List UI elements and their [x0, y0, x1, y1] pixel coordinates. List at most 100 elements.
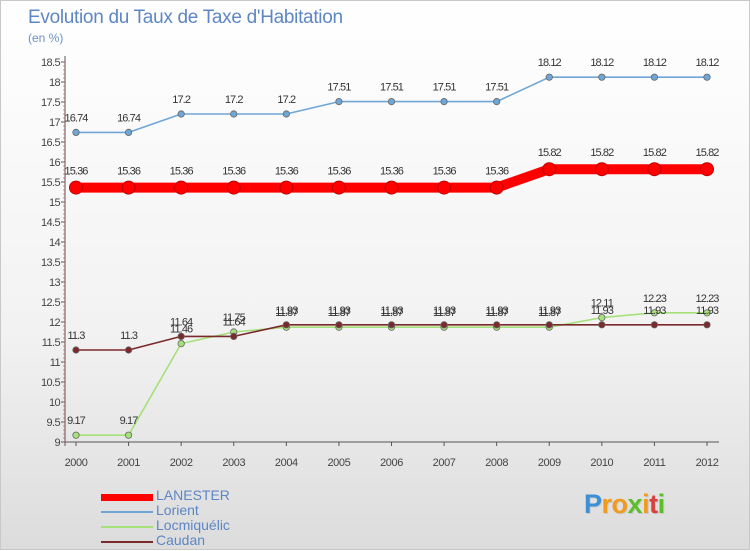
data-point: [279, 180, 294, 195]
data-point: [387, 98, 396, 106]
y-tick-label: 11: [50, 357, 61, 369]
logo-letter: r: [601, 489, 613, 519]
data-point: [124, 128, 133, 136]
data-label: 16.74: [117, 112, 141, 124]
logo-letter: x: [627, 489, 643, 519]
x-tick-label: 2004: [275, 457, 298, 469]
y-tick-label: 16: [49, 157, 61, 169]
data-label: 18.12: [695, 57, 719, 69]
x-tick-label: 2008: [485, 457, 508, 469]
data-label: 17.2: [225, 94, 244, 106]
data-label: 11.93: [696, 305, 719, 317]
x-tick-label: 2007: [433, 457, 456, 469]
data-label: 15.36: [222, 166, 246, 178]
data-label: 11.87: [275, 307, 298, 319]
data-point: [598, 321, 606, 329]
data-label: 18.12: [538, 57, 562, 69]
logo-letter: i: [642, 489, 650, 519]
data-point: [545, 321, 553, 329]
data-point: [647, 162, 662, 177]
data-label: 11.87: [538, 307, 561, 319]
legend-label-locmiquelic: Locmiquélic: [156, 517, 230, 533]
data-label: 17.51: [485, 82, 509, 94]
y-tick-label: 11.5: [42, 337, 61, 349]
data-point: [230, 332, 238, 340]
data-point: [177, 110, 185, 118]
y-tick-label: 13.5: [41, 257, 60, 269]
x-tick-label: 2001: [117, 457, 140, 469]
x-tick-label: 2006: [380, 457, 403, 469]
data-label: 17.51: [433, 82, 457, 94]
logo-letter: i: [657, 489, 666, 519]
data-point: [598, 313, 606, 322]
data-point: [72, 128, 80, 136]
data-point: [598, 73, 606, 81]
data-label: 11.3: [120, 330, 138, 342]
y-tick-label: 13: [49, 277, 61, 289]
data-label: 15.82: [643, 147, 667, 159]
logo-letter: t: [649, 489, 658, 519]
data-label: 9.17: [120, 415, 139, 427]
y-tick-label: 10: [49, 397, 61, 409]
data-label: 17.2: [172, 94, 191, 106]
x-tick-label: 2000: [65, 457, 88, 469]
data-label: 18.12: [643, 57, 667, 69]
data-label: 11.93: [275, 305, 298, 317]
y-tick-label: 12.5: [41, 297, 60, 309]
x-tick-label: 2010: [590, 457, 613, 469]
data-label: 17.51: [380, 82, 404, 94]
data-point: [545, 73, 553, 81]
data-point: [387, 321, 396, 329]
data-point: [703, 321, 711, 329]
legend-label-caudan: Caudan: [156, 532, 206, 548]
data-point: [650, 321, 659, 329]
y-tick-label: 9: [54, 437, 60, 449]
legend-label-lorient: Lorient: [156, 502, 199, 518]
data-label: 12.23: [695, 293, 719, 305]
y-tick-label: 17.5: [41, 97, 60, 109]
y-tick-label: 16.5: [41, 137, 60, 149]
data-label: 11.64: [223, 316, 246, 328]
data-point: [230, 110, 238, 118]
data-point: [650, 309, 659, 317]
data-point: [440, 98, 448, 106]
y-tick-label: 15: [49, 197, 61, 209]
y-tick-label: 17: [49, 117, 61, 129]
data-point: [69, 180, 83, 195]
data-point: [594, 162, 609, 177]
data-label: 11.93: [328, 305, 351, 317]
data-label: 9.17: [67, 415, 86, 427]
data-label: 11.75: [223, 312, 246, 324]
data-label: 11.46: [170, 324, 193, 336]
data-label: 11.93: [380, 305, 403, 317]
data-point: [174, 180, 189, 195]
data-label: 18.12: [590, 57, 614, 69]
data-point: [72, 431, 80, 439]
data-point: [124, 346, 133, 354]
data-label: 15.82: [695, 147, 719, 159]
data-point: [177, 332, 185, 340]
proxiti-logo: Proxiti: [584, 489, 665, 520]
x-tick-label: 2003: [222, 457, 245, 469]
data-label: 11.93: [486, 305, 509, 317]
legend-swatch-lorient: [101, 511, 153, 513]
y-tick-label: 9.5: [47, 417, 61, 429]
data-point: [703, 309, 711, 317]
data-point: [72, 346, 80, 354]
legend-label-lanester: LANESTER: [156, 487, 230, 503]
data-point: [703, 73, 711, 81]
data-point: [493, 98, 501, 106]
data-label: 15.82: [538, 147, 562, 159]
data-label: 15.36: [327, 166, 351, 178]
legend-swatch-locmiquelic: [101, 526, 153, 528]
data-point: [700, 162, 714, 177]
data-label: 11.87: [380, 307, 403, 319]
data-label: 15.36: [433, 166, 457, 178]
data-label: 11.93: [591, 305, 614, 317]
data-label: 11.87: [486, 307, 509, 319]
data-label: 11.3: [68, 330, 86, 342]
x-tick-label: 2009: [538, 457, 561, 469]
data-point: [440, 321, 448, 329]
y-tick-label: 18: [49, 77, 61, 89]
